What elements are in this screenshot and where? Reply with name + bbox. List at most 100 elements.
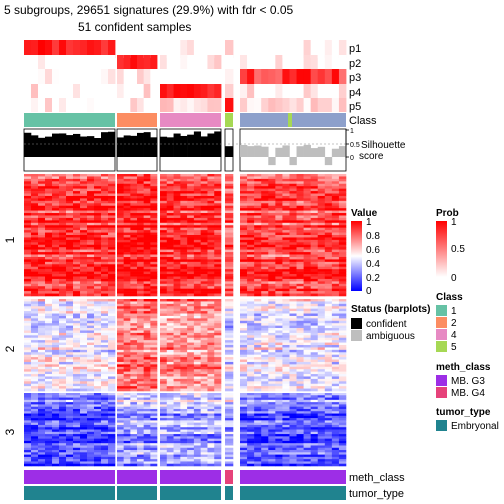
heatmap-cell <box>31 352 39 355</box>
heatmap-cell <box>207 399 215 403</box>
heatmap-cell <box>240 283 248 287</box>
heatmap-cell <box>214 364 222 368</box>
heatmap-cell <box>160 286 168 289</box>
heatmap-cell <box>73 357 81 360</box>
heatmap-cell <box>80 357 88 360</box>
prob-cell <box>296 55 304 69</box>
heatmap-cell <box>240 186 248 189</box>
heatmap-cell <box>143 374 151 377</box>
heatmap-cell <box>160 293 168 297</box>
heatmap-cell <box>160 288 168 292</box>
heatmap-cell <box>31 281 39 285</box>
prob-cell <box>80 55 88 69</box>
heatmap-cell <box>254 325 262 329</box>
heatmap-cell <box>66 269 74 272</box>
heatmap-cell <box>87 393 95 396</box>
heatmap-cell <box>331 188 340 192</box>
heatmap-cell <box>254 205 262 209</box>
heatmap-cell <box>207 424 215 428</box>
heatmap-cell <box>59 386 67 389</box>
heatmap-cell <box>207 352 215 355</box>
heatmap-cell <box>331 220 340 224</box>
heatmap-cell <box>137 330 144 334</box>
heatmap-cell <box>59 332 67 336</box>
heatmap-cell <box>338 332 347 336</box>
heatmap-cell <box>310 283 319 287</box>
heatmap-cell <box>200 195 208 199</box>
heatmap-cell <box>317 431 326 435</box>
heatmap-cell <box>137 357 144 360</box>
heatmap-cell <box>173 369 181 372</box>
heatmap-cell <box>150 359 158 363</box>
heatmap-cell <box>225 352 234 355</box>
heatmap-cell <box>130 281 138 285</box>
heatmap-cell <box>180 434 188 437</box>
heatmap-cell <box>193 195 201 199</box>
heatmap-cell <box>303 374 311 377</box>
heatmap-cell <box>137 235 144 238</box>
heatmap-cell <box>240 252 248 255</box>
heatmap-cell <box>324 311 333 314</box>
heatmap-cell <box>160 376 168 380</box>
heatmap-cell <box>94 418 102 421</box>
heatmap-cell <box>324 434 333 437</box>
heatmap-cell <box>247 261 255 265</box>
heatmap-cell <box>275 286 283 289</box>
heatmap-cell <box>31 222 39 226</box>
heatmap-cell <box>137 266 144 270</box>
heatmap-cell <box>324 325 333 329</box>
prob-cell <box>52 55 60 69</box>
heatmap-cell <box>80 404 88 407</box>
heatmap-cell <box>59 315 67 319</box>
heatmap-cell <box>200 315 208 319</box>
heatmap-cell <box>173 191 181 194</box>
heatmap-cell <box>214 371 222 375</box>
heatmap-cell <box>200 178 208 182</box>
heatmap-cell <box>193 364 201 368</box>
heatmap-cell <box>45 429 53 433</box>
heatmap-cell <box>38 213 46 216</box>
heatmap-cell <box>225 254 234 258</box>
heatmap-cell <box>101 313 109 317</box>
heatmap-cell <box>66 239 74 243</box>
heatmap-cell <box>214 256 222 260</box>
heatmap-cell <box>123 345 131 348</box>
heatmap-cell <box>317 232 326 236</box>
heatmap-cell <box>101 427 109 430</box>
heatmap-cell <box>261 227 269 231</box>
heatmap-cell <box>173 183 181 187</box>
heatmap-cell <box>214 188 222 192</box>
heatmap-cell <box>225 371 234 375</box>
heatmap-cell <box>80 225 88 228</box>
heatmap-cell <box>225 259 234 263</box>
heatmap-cell <box>108 434 116 437</box>
prob-cell <box>247 69 255 84</box>
heatmap-cell <box>38 340 46 343</box>
heatmap-cell <box>59 274 67 277</box>
heatmap-cell <box>52 203 60 207</box>
heatmap-cell <box>331 193 340 197</box>
heatmap-cell <box>94 388 102 392</box>
heatmap-cell <box>24 418 32 421</box>
heatmap-cell <box>310 299 319 302</box>
heatmap-cell <box>200 217 208 221</box>
heatmap-cell <box>173 429 181 433</box>
heatmap-cell <box>268 349 276 353</box>
heatmap-cell <box>80 342 88 346</box>
heatmap-cell <box>94 208 102 211</box>
heatmap-cell <box>160 178 168 182</box>
heatmap-cell <box>143 369 151 372</box>
heatmap-cell <box>150 252 158 255</box>
heatmap-cell <box>324 359 333 363</box>
heatmap-cell <box>247 306 255 309</box>
heatmap-cell <box>187 217 195 221</box>
prob-cell <box>94 84 102 98</box>
heatmap-cell <box>38 205 46 209</box>
heatmap-cell <box>303 418 311 421</box>
heatmap-cell <box>31 393 39 396</box>
heatmap-cell <box>296 181 304 185</box>
heatmap-cell <box>137 232 144 236</box>
heatmap-cell <box>52 252 60 255</box>
heatmap-cell <box>108 342 116 346</box>
